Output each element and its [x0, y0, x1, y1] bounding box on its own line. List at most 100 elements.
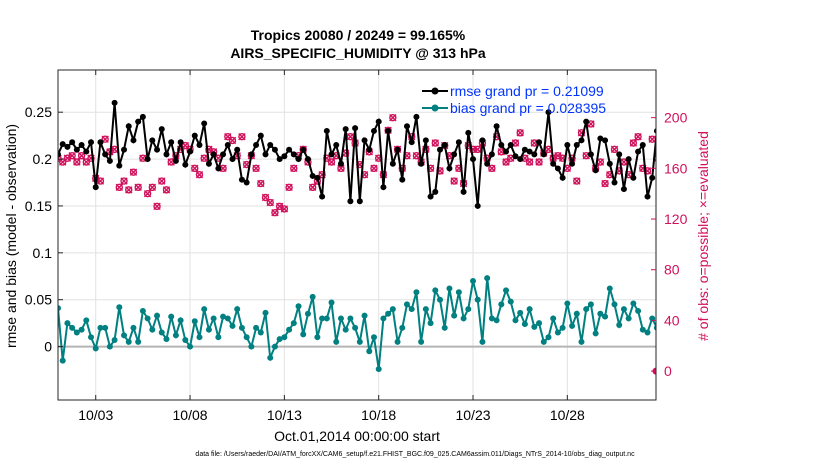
rmse-point	[154, 146, 161, 153]
rmse-point	[474, 202, 481, 209]
rmse-point	[319, 193, 326, 200]
rmse-point	[800, 161, 806, 167]
obs-possible-marker	[290, 164, 298, 173]
rmse-point	[639, 142, 646, 148]
bias-point	[772, 311, 778, 317]
rmse-point	[625, 156, 632, 163]
bias-point	[139, 307, 146, 314]
rmse-point	[451, 151, 458, 158]
bias-point	[639, 326, 646, 333]
rmse-point	[810, 180, 816, 186]
rmse-point	[422, 137, 429, 144]
rmse-point	[777, 111, 783, 117]
rmse-point	[58, 151, 61, 158]
rmse-point	[356, 198, 363, 205]
bias-point	[361, 312, 368, 319]
y-axis-label-left: rmse and bias (model - observation)	[3, 124, 19, 348]
bias-point	[625, 315, 632, 322]
bias-point	[333, 338, 340, 345]
bias-point	[777, 311, 783, 317]
bias-point	[286, 326, 293, 333]
rmse-point	[337, 160, 344, 167]
bias-point	[814, 304, 820, 310]
bias-point	[394, 338, 401, 345]
obs-possible-marker	[77, 151, 86, 160]
rmse-point	[441, 142, 448, 148]
bias-point	[460, 315, 467, 322]
rmse-point	[720, 165, 726, 171]
bias-point	[470, 277, 477, 284]
bias-point	[356, 338, 363, 345]
obs-evaluated-marker	[629, 139, 638, 147]
obs-evaluated-marker	[450, 177, 458, 185]
obs-evaluated-marker	[634, 132, 642, 141]
rmse-point	[121, 146, 128, 153]
rmse-point	[413, 113, 420, 120]
obs-possible-marker	[610, 145, 619, 154]
obs-possible-marker	[805, 150, 811, 156]
obs-evaluated-marker	[720, 286, 726, 292]
bias-point	[257, 329, 264, 336]
obs-possible-marker	[692, 117, 698, 123]
rmse-point	[550, 160, 557, 167]
bias-point	[673, 300, 679, 306]
obs-possible-marker	[191, 164, 199, 173]
bias-point	[215, 334, 222, 341]
bias-point	[73, 329, 80, 336]
rmse-point	[446, 165, 453, 172]
rmse-point	[819, 170, 825, 176]
rmse-point	[739, 158, 745, 164]
obs-possible-marker	[715, 159, 721, 165]
obs-evaluated-marker	[753, 150, 759, 156]
obs-evaluated-marker	[710, 142, 716, 148]
obs-evaluated-marker	[96, 177, 105, 185]
y-tick-label-left: 0.2	[33, 151, 53, 167]
x-tick-label: 10/18	[361, 407, 396, 423]
y-tick-label-left: 0.05	[25, 292, 52, 308]
y-tick-label-left: 0.25	[25, 104, 52, 120]
legend-bias-marker	[431, 104, 439, 112]
rmse-point	[88, 139, 95, 146]
rmse-point	[295, 156, 302, 163]
rmse-point	[559, 174, 566, 181]
rmse-point	[73, 146, 80, 153]
bias-point	[781, 297, 787, 303]
obs-evaluated-marker	[663, 152, 669, 158]
bias-point	[734, 311, 740, 317]
obs-evaluated-marker	[280, 205, 289, 213]
rmse-point	[111, 99, 118, 106]
obs-possible-marker	[744, 165, 750, 171]
obs-evaluated-marker	[516, 129, 524, 137]
plot-frame	[57, 69, 657, 401]
obs-evaluated-marker	[748, 171, 754, 177]
obs-possible-marker	[682, 149, 688, 155]
obs-evaluated-marker	[77, 151, 86, 160]
bias-point	[248, 343, 255, 350]
bias-point	[271, 343, 278, 350]
bias-point	[503, 287, 510, 294]
y-tick-label-right: 160	[664, 160, 688, 176]
rmse-point	[328, 151, 335, 158]
y-axis-label-right: # of obs: o=possible; ×=evaluated	[695, 131, 711, 341]
bias-point	[102, 324, 109, 331]
obs-possible-marker	[810, 140, 816, 146]
obs-evaluated-marker	[648, 135, 656, 143]
rmse-point	[83, 148, 90, 155]
rmse-point	[536, 139, 543, 146]
obs-evaluated-marker	[814, 121, 820, 127]
rmse-point	[620, 186, 627, 193]
obs-possible-marker	[577, 129, 586, 137]
rmse-point	[300, 146, 307, 153]
bias-point	[319, 315, 326, 322]
rmse-point	[611, 179, 618, 186]
bias-point	[592, 330, 599, 337]
rmse-point	[791, 165, 797, 171]
bias-point	[526, 306, 533, 313]
obs-evaluated-marker	[682, 149, 688, 155]
bias-point	[587, 301, 594, 308]
bias-point	[111, 337, 118, 343]
bias-point	[403, 301, 410, 308]
obs-possible-marker	[73, 158, 81, 166]
rmse-point	[168, 139, 175, 146]
obs-evaluated-marker	[795, 165, 801, 171]
